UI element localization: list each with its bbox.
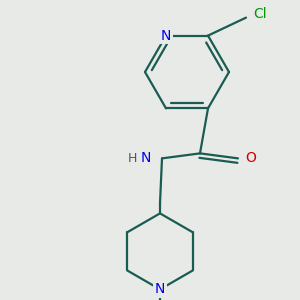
Text: H: H [127,152,137,165]
Text: O: O [246,152,256,165]
Text: N: N [161,28,171,43]
Text: Cl: Cl [253,7,267,21]
Text: N: N [155,282,165,296]
Text: N: N [141,152,151,165]
